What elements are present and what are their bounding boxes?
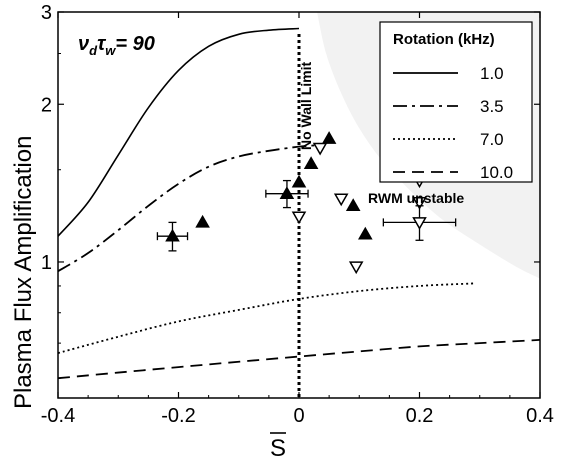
filled-triangle-marker [195,214,210,228]
filled-triangle-marker [279,186,295,199]
x-tick-label: -0.2 [161,405,195,427]
legend-label: 3.5 [480,97,504,116]
filled-triangle-marker [345,198,361,212]
filled-triangle-marker [291,174,307,188]
legend-item-3-5: 3.5 [393,97,504,116]
filled-triangle-marker [165,228,180,242]
open-triangle-marker [333,193,349,207]
point-triangle-up-0 [156,221,189,252]
x-tick-label: 0.2 [406,405,434,427]
legend-item-7-0: 7.0 [393,130,504,149]
filled-triangle-marker [358,226,373,240]
y-tick-label: 2 [41,94,52,116]
svg-text:νdτw= 90: νdτw= 90 [78,33,155,58]
series-layer [57,27,541,380]
axis-ticks: -0.4 -0.2 0 0.2 0.4 1 2 3 [41,2,554,427]
point-triangle-down-1 [312,142,328,156]
data-points [156,131,457,275]
open-triangle-marker [291,211,307,225]
filled-triangle-marker [303,156,319,169]
series-line-10-0 [57,339,541,380]
legend-label: 1.0 [480,64,504,83]
series-line-7-0 [57,282,474,354]
point-triangle-down-3 [348,261,364,275]
open-triangle-marker [412,197,427,210]
param-nu-sub: d [89,43,98,58]
open-triangle-marker [412,217,427,230]
legend-item-1-0: 1.0 [393,64,504,83]
parameter-label: νdτw= 90 [78,33,155,58]
point-triangle-up-3 [291,174,307,188]
point-triangle-up-4 [303,156,319,169]
point-triangle-up-7 [358,226,373,240]
y-axis-title: Plasma Flux Amplification [10,136,37,409]
point-triangle-up-2 [265,179,309,209]
param-tau: τ [97,33,107,55]
param-tau-sub: w [105,43,116,58]
x-tick-label: -0.4 [41,405,75,427]
point-triangle-up-1 [195,214,210,228]
point-triangle-down-5 [412,197,427,210]
point-triangle-up-6 [345,198,361,212]
no-wall-limit-label: No Wall Limit [298,62,314,150]
series-line-3-5 [57,144,318,273]
legend-item-10-0: 10.0 [393,163,513,182]
legend-box [379,21,533,183]
x-axis-title: S [270,435,286,462]
x-tick-label: 0 [293,405,304,427]
legend-title: Rotation (kHz) [393,31,495,48]
open-triangle-marker [312,142,328,156]
y-tick-label: 3 [41,2,52,24]
legend-label: 7.0 [480,130,504,149]
filled-triangle-marker [321,131,337,144]
x-tick-label: 0.4 [526,405,554,427]
legend: Rotation (kHz) 1.0 3.5 7.0 10.0 [379,21,533,183]
series-line-1-0 [57,27,300,237]
open-triangle-marker [348,261,364,275]
point-triangle-down-2 [333,193,349,207]
param-value: = 90 [115,33,154,55]
param-nu: ν [78,33,89,55]
point-triangle-down-0 [291,211,307,225]
point-triangle-down-6 [382,205,457,241]
legend-label: 10.0 [480,163,513,182]
rwm-unstable-label: RWM unstable [368,190,464,206]
point-triangle-up-5 [321,131,337,144]
y-tick-label: 1 [41,252,52,274]
